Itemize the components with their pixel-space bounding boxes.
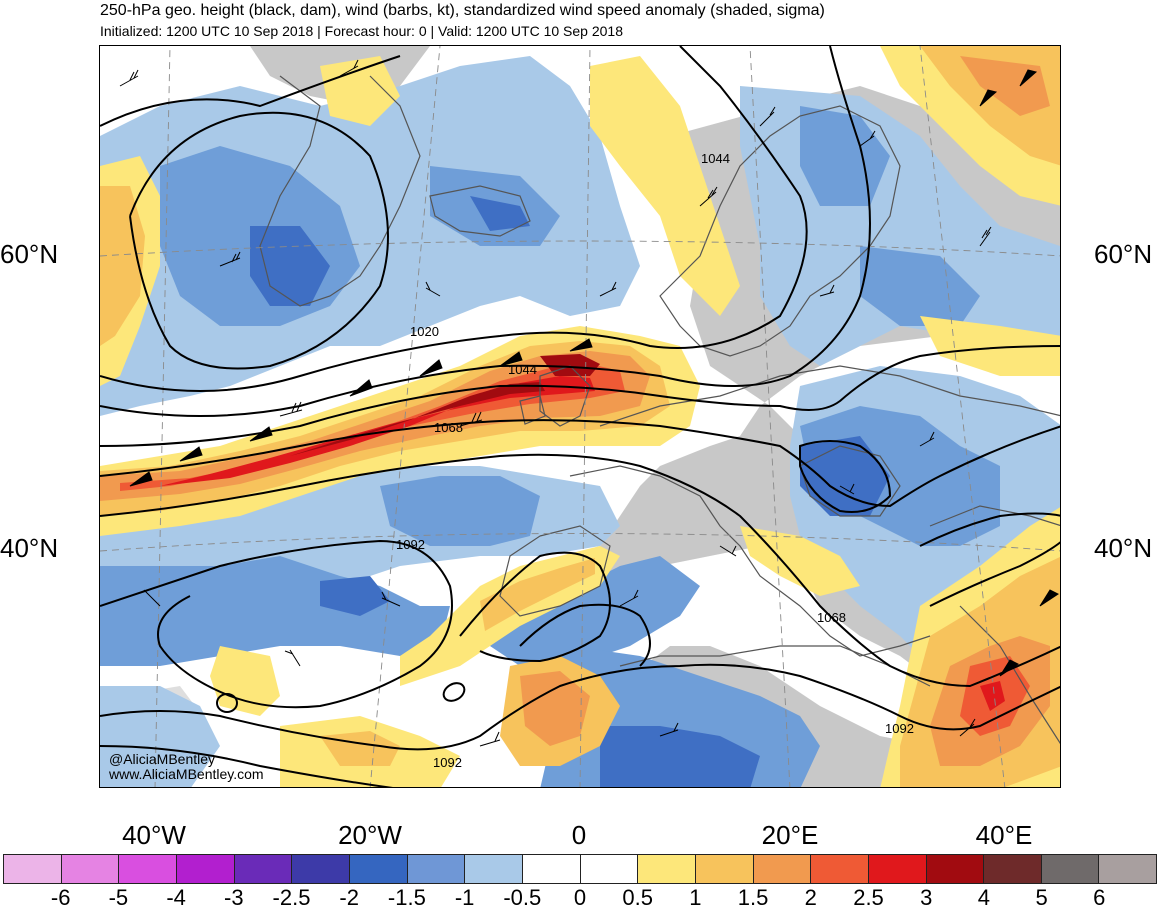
colorbar-segment — [984, 855, 1042, 883]
credit-handle: @AliciaMBentley — [109, 751, 216, 767]
colorbar-label: -1.5 — [387, 885, 426, 910]
colorbar-segment — [119, 855, 177, 883]
lon-label-20e: 20°E — [761, 820, 819, 850]
map-subtitle: Initialized: 1200 UTC 10 Sep 2018 | Fore… — [100, 23, 623, 39]
colorbar-label: 0 — [573, 885, 587, 910]
positive-anomaly-shading — [100, 46, 1060, 787]
colorbar-segment — [811, 855, 869, 883]
colorbar-segment — [753, 855, 812, 883]
colorbar-segment — [407, 855, 466, 883]
colorbar-segment — [349, 855, 408, 883]
colorbar-segment — [638, 855, 696, 883]
colorbar-label: 1 — [689, 885, 702, 910]
colorbar-label: 0.5 — [622, 885, 653, 910]
map-title: 250-hPa geo. height (black, dam), wind (… — [100, 2, 825, 19]
colorbar-label: -2 — [339, 885, 359, 910]
coastlines — [259, 75, 1060, 744]
contour-label-1044-jet: 1044 — [508, 362, 537, 377]
colorbar-label: 3 — [920, 885, 933, 910]
colorbar-label: -5 — [108, 885, 129, 910]
colorbar-segment — [522, 855, 581, 883]
colorbar-label: -3 — [224, 885, 244, 910]
colorbar-segment — [695, 855, 754, 883]
lon-label-0: 0 — [571, 820, 587, 850]
colorbar-segment — [926, 855, 985, 883]
colorbar-segment — [465, 855, 523, 883]
graticule — [100, 46, 1060, 787]
colorbar-segment — [1041, 855, 1100, 883]
colorbar-label: -2.5 — [272, 885, 311, 910]
colorbar-segment — [234, 855, 293, 883]
colorbar-label: -1 — [454, 885, 475, 910]
colorbar-segment — [292, 855, 350, 883]
colorbar-segment — [61, 855, 120, 883]
colorbar-segment — [580, 855, 639, 883]
colorbar — [3, 854, 1157, 884]
contour-label-1020: 1020 — [410, 324, 439, 339]
lon-label-20w: 20°W — [338, 820, 402, 850]
lat-label-40n-left: 40°N — [0, 533, 59, 563]
small-closed-contours — [216, 682, 466, 713]
colorbar-label: 2.5 — [853, 885, 884, 910]
height-contours — [100, 46, 1060, 787]
lon-label-40e: 40°E — [975, 820, 1033, 850]
colorbar-label: 4 — [977, 885, 991, 910]
colorbar-label: -6 — [50, 885, 71, 910]
lon-label-40w: 40°W — [122, 820, 186, 850]
credit-site: www.AliciaMBentley.com — [109, 766, 264, 782]
colorbar-segment — [176, 855, 235, 883]
colorbar-label: 2 — [804, 885, 817, 910]
lat-label-60n-left: 60°N — [0, 239, 59, 269]
contour-label-1068-east: 1068 — [817, 610, 846, 625]
colorbar-label: -4 — [166, 885, 186, 910]
contour-label-1092-west: 1092 — [396, 537, 425, 552]
colorbar-segment — [868, 855, 927, 883]
colorbar-segment — [4, 855, 62, 883]
contour-label-1068-west: 1068 — [434, 420, 463, 435]
lat-label-40n-right: 40°N — [1094, 533, 1153, 563]
colorbar-label: 1.5 — [737, 885, 769, 910]
contour-label-1044-north: 1044 — [701, 151, 730, 166]
weather-map: 1020 1044 1044 1068 1092 1068 1092 1092 … — [99, 45, 1061, 788]
lat-label-60n-right: 60°N — [1094, 239, 1153, 269]
contour-labels: 1020 1044 1044 1068 1092 1068 1092 1092 — [396, 151, 914, 770]
colorbar-label: 5 — [1035, 885, 1048, 910]
colorbar-segment — [1099, 855, 1157, 883]
map-canvas: 1020 1044 1044 1068 1092 1068 1092 1092 — [100, 46, 1060, 787]
contour-label-1092-east: 1092 — [885, 721, 914, 736]
wind-barbs — [119, 59, 1059, 747]
colorbar-label: -0.5 — [503, 885, 542, 910]
contour-label-1092-south: 1092 — [433, 755, 462, 770]
colorbar-label: 6 — [1093, 885, 1106, 910]
